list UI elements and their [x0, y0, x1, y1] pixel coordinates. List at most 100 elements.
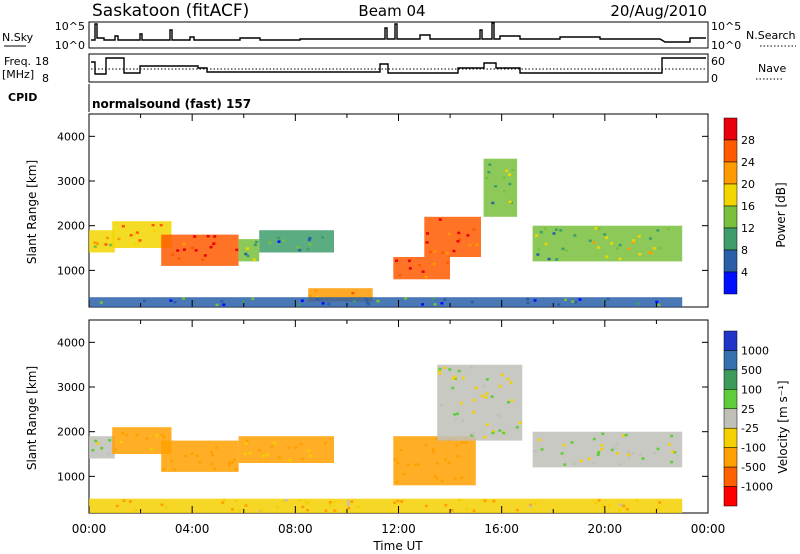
- data-cell: [498, 385, 502, 388]
- data-cell: [209, 450, 213, 454]
- data-cell: [438, 369, 442, 372]
- data-cell: [454, 418, 458, 421]
- data-cell: [91, 449, 95, 452]
- data-cell: [432, 262, 436, 266]
- data-cell: [519, 421, 522, 425]
- data-cell: [259, 509, 263, 512]
- data-cell: [323, 441, 327, 445]
- data-cell: [562, 443, 566, 447]
- data-cell: [443, 298, 447, 301]
- data-cell: [304, 500, 308, 504]
- data-cell: [96, 442, 100, 445]
- power-y-axis-ticks: 4000 3000 2000 1000: [57, 130, 708, 277]
- nsearch-tick-top: 10^5: [711, 20, 741, 33]
- data-cell: [587, 457, 591, 460]
- data-cell: [151, 223, 155, 227]
- data-cell: [93, 245, 97, 248]
- data-cell: [285, 499, 288, 502]
- data-cell: [559, 229, 563, 232]
- data-cell: [563, 463, 567, 466]
- data-cell: [488, 163, 492, 166]
- data-cell: [641, 457, 645, 460]
- data-region: [161, 440, 239, 472]
- data-cell: [173, 468, 177, 471]
- data-cell: [288, 459, 292, 462]
- data-cell: [483, 499, 487, 503]
- data-cell: [485, 378, 489, 381]
- data-cell: [432, 450, 435, 454]
- data-cell: [658, 247, 662, 250]
- data-cell: [307, 449, 311, 452]
- data-cell: [306, 502, 310, 505]
- data-cell: [297, 303, 301, 307]
- data-cell: [666, 227, 670, 230]
- data-cell: [571, 300, 575, 303]
- data-cell: [503, 190, 507, 193]
- data-cell: [213, 467, 217, 471]
- data-cell: [308, 243, 312, 246]
- data-cell: [485, 392, 489, 395]
- y-tick-label: 3000: [57, 175, 85, 188]
- data-cell: [424, 443, 428, 447]
- data-cell: [160, 434, 164, 437]
- data-cell: [509, 381, 513, 384]
- data-cell: [592, 437, 596, 441]
- data-cell: [184, 454, 188, 458]
- data-cell: [496, 413, 500, 417]
- data-cell: [515, 508, 519, 512]
- data-cell: [648, 251, 652, 254]
- data-cell: [602, 299, 606, 303]
- data-cell: [456, 240, 460, 243]
- data-cell: [533, 502, 537, 505]
- data-cell: [468, 243, 472, 247]
- data-cell: [502, 176, 506, 179]
- data-cell: [491, 431, 495, 435]
- data-cell: [253, 243, 257, 247]
- data-cell: [393, 501, 397, 504]
- data-cell: [121, 431, 125, 435]
- data-cell: [164, 506, 168, 509]
- data-cell: [182, 248, 186, 251]
- data-cell: [298, 248, 302, 252]
- data-cell: [135, 433, 139, 437]
- colorbar-tick-label: -25: [741, 422, 759, 435]
- data-cell: [555, 258, 559, 261]
- data-cell: [308, 237, 312, 240]
- data-cell: [616, 247, 619, 250]
- data-cell: [194, 249, 198, 252]
- velocity-colorbar: 1000 500 100 25 -25 -100 -500 -1000: [723, 330, 773, 507]
- data-cell: [244, 504, 248, 507]
- data-cell: [600, 448, 604, 451]
- data-cell: [456, 455, 460, 458]
- data-cell: [396, 461, 400, 464]
- data-cell: [596, 453, 600, 456]
- data-cell: [460, 441, 464, 444]
- velocity-heatmap-panel: 4000 3000 2000 1000 Slant Range [km]: [25, 319, 709, 514]
- y-tick-label: 3000: [57, 381, 85, 394]
- freq-label: Freq.: [4, 55, 31, 68]
- data-region: [259, 230, 334, 253]
- data-cell: [450, 509, 454, 512]
- freq-tick-bottom: 8: [42, 72, 49, 85]
- x-tick-label: 00:00: [72, 522, 107, 536]
- nsky-tick-bottom: 10^0: [55, 39, 85, 52]
- data-cell: [109, 243, 113, 247]
- data-cell: [507, 401, 511, 404]
- colorbar-tick-label: 28: [741, 134, 755, 147]
- data-cell: [145, 437, 149, 440]
- data-cell: [458, 238, 461, 241]
- data-cell: [470, 300, 474, 304]
- data-cell: [210, 453, 214, 457]
- data-cell: [552, 232, 556, 235]
- data-cell: [108, 439, 112, 442]
- data-cell: [182, 297, 186, 300]
- colorbar-tick-label: 1000: [741, 344, 769, 357]
- nsky-tick-top: 10^5: [55, 20, 85, 33]
- colorbar-swatch: [723, 205, 738, 229]
- freq-tick-top: 18: [35, 55, 49, 68]
- data-cell: [537, 247, 541, 251]
- data-cell: [182, 242, 186, 246]
- data-cell: [321, 302, 325, 305]
- data-cell: [618, 463, 622, 466]
- colorbar-tick-label: 12: [741, 222, 755, 235]
